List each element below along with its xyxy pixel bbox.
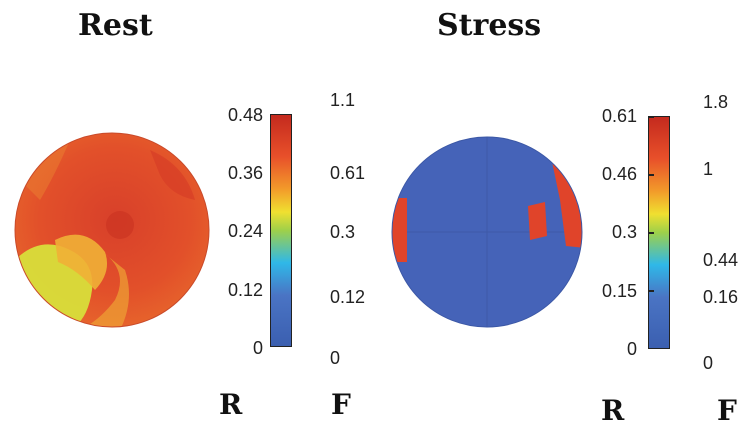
stress-polar-map: [392, 137, 582, 327]
rest-f-tick-1: 0.61: [330, 163, 366, 183]
rest-f-label: F: [331, 388, 351, 421]
stress-r-tick-4: 0: [626, 339, 637, 359]
rest-map-outline: [14, 132, 210, 328]
stress-title: Stress: [437, 8, 542, 43]
rest-r-label: R: [219, 388, 243, 421]
stress-r-tick-0: 0.61: [601, 106, 637, 126]
stress-r-tick-2: 0.3: [611, 222, 637, 242]
stress-r-label: R: [601, 394, 625, 427]
rest-colorbar: [270, 114, 292, 347]
stress-r-tick-1: 0.46: [601, 164, 637, 184]
stress-f-tick-2: 0.44: [703, 250, 739, 270]
rest-f-tick-3: 0.12: [330, 287, 366, 307]
rest-r-tick-4: 0: [252, 338, 263, 358]
stress-f-tick-0: 1.8: [703, 92, 729, 112]
rest-r-tick-2: 0.24: [227, 221, 263, 241]
stress-r-tick-3: 0.15: [601, 281, 637, 301]
rest-r-tick-3: 0.12: [227, 280, 263, 300]
rest-polar-map: [15, 133, 209, 327]
stress-f-tick-1: 1: [703, 159, 714, 179]
rest-f-tick-4: 0: [330, 348, 341, 368]
stress-f-tick-3: 0.16: [703, 287, 739, 307]
stress-f-label: F: [717, 394, 737, 427]
rest-r-tick-0: 0.48: [227, 105, 263, 125]
rest-f-tick-0: 1.1: [330, 90, 356, 110]
rest-f-tick-2: 0.3: [330, 222, 356, 242]
rest-title: Rest: [78, 8, 153, 43]
stress-f-tick-4: 0: [703, 353, 714, 373]
stress-map-outline: [391, 136, 583, 328]
rest-r-tick-1: 0.36: [227, 163, 263, 183]
